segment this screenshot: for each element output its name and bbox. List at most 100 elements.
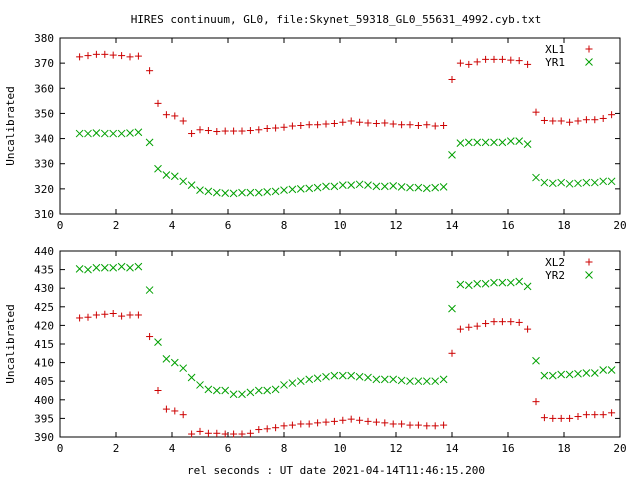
data-point [356, 416, 364, 424]
data-point [381, 119, 389, 127]
data-point [423, 121, 431, 129]
y-tick-label: 415 [34, 338, 54, 351]
data-point [100, 263, 109, 272]
data-point [145, 286, 154, 294]
data-point [313, 183, 322, 192]
data-point [162, 405, 170, 413]
data-point [498, 318, 506, 326]
data-point [229, 390, 238, 399]
data-point [456, 280, 465, 289]
data-point [263, 188, 272, 196]
y-tick-label: 310 [34, 208, 54, 221]
data-point [238, 430, 246, 438]
plot-frame [59, 250, 621, 438]
data-point [364, 119, 372, 127]
data-point [431, 422, 439, 430]
data-point [314, 121, 322, 129]
data-point [134, 262, 143, 271]
x-tick-label: 18 [557, 442, 570, 455]
x-tick-label: 2 [113, 442, 120, 455]
series-YR2 [75, 262, 616, 399]
data-point [171, 112, 179, 120]
data-point [490, 278, 498, 287]
data-point [414, 377, 423, 386]
data-point [590, 369, 599, 377]
data-point [347, 415, 355, 423]
x-tick-label: 12 [389, 219, 402, 232]
data-point [118, 52, 126, 60]
data-point [305, 375, 314, 384]
y-axis-label: Uncalibrated [4, 86, 17, 165]
data-point [330, 417, 338, 425]
x-tick-label: 10 [333, 442, 346, 455]
data-point [213, 429, 221, 437]
data-point [414, 421, 422, 429]
x-tick-label: 16 [501, 442, 514, 455]
data-point [608, 111, 616, 119]
data-point [288, 122, 296, 130]
data-point [263, 125, 271, 133]
legend-label-XL2: XL2 [545, 256, 565, 269]
data-point [482, 320, 490, 328]
data-point [254, 188, 263, 197]
x-tick-label: 14 [445, 442, 459, 455]
data-point [380, 182, 389, 191]
data-point [179, 117, 187, 125]
data-point [566, 414, 574, 422]
data-point [582, 411, 590, 419]
data-point [440, 121, 448, 129]
data-point [590, 178, 599, 187]
data-point [196, 427, 204, 435]
data-point [101, 50, 109, 58]
data-point [170, 172, 179, 181]
data-point [272, 124, 280, 132]
data-point [255, 126, 263, 134]
chart-panel-1: 310 320 330 340 350 360 370 380 0 2 4 6 8 10 12 14 16 18 2… [4, 32, 627, 232]
y-tick-label: 425 [34, 301, 54, 314]
data-point [406, 421, 414, 429]
data-point [246, 127, 254, 135]
data-point [288, 379, 297, 387]
data-point [162, 355, 171, 363]
data-point [465, 60, 473, 68]
data-point [364, 181, 372, 189]
data-point [188, 130, 196, 138]
data-point [296, 377, 305, 386]
data-point [356, 118, 364, 126]
legend-marker-XL1 [585, 45, 593, 53]
data-point [204, 187, 213, 196]
data-point [523, 140, 532, 148]
data-point [414, 121, 422, 129]
data-point [305, 184, 314, 193]
y-tick-label: 350 [34, 107, 54, 120]
x-tick-label: 2 [113, 219, 120, 232]
data-point [515, 277, 524, 286]
data-point [196, 186, 204, 194]
legend-marker-XL2 [585, 258, 593, 266]
y-tick-label: 410 [34, 357, 54, 370]
data-point [221, 127, 229, 135]
data-point [591, 116, 599, 124]
data-point [322, 120, 330, 128]
data-point [381, 419, 389, 427]
data-point [448, 304, 456, 313]
data-point [607, 177, 616, 186]
data-point [389, 375, 398, 384]
data-point [456, 325, 464, 333]
data-point [574, 413, 582, 421]
data-point [347, 117, 355, 125]
data-point [280, 381, 288, 389]
data-point [322, 182, 330, 191]
data-point [338, 371, 347, 380]
data-point [557, 178, 566, 187]
data-point [490, 55, 498, 63]
x-tick-label: 0 [57, 442, 64, 455]
data-point [213, 128, 221, 136]
data-point [221, 386, 230, 395]
chart-panel-2: 390 395 400 405 410 415 420 425 430 435 440 0 2 4 6 8 10… [4, 245, 627, 455]
data-point [473, 138, 482, 147]
data-point [532, 398, 540, 406]
data-point [330, 371, 339, 380]
y-tick-label: 435 [34, 264, 54, 277]
data-point [288, 185, 297, 194]
